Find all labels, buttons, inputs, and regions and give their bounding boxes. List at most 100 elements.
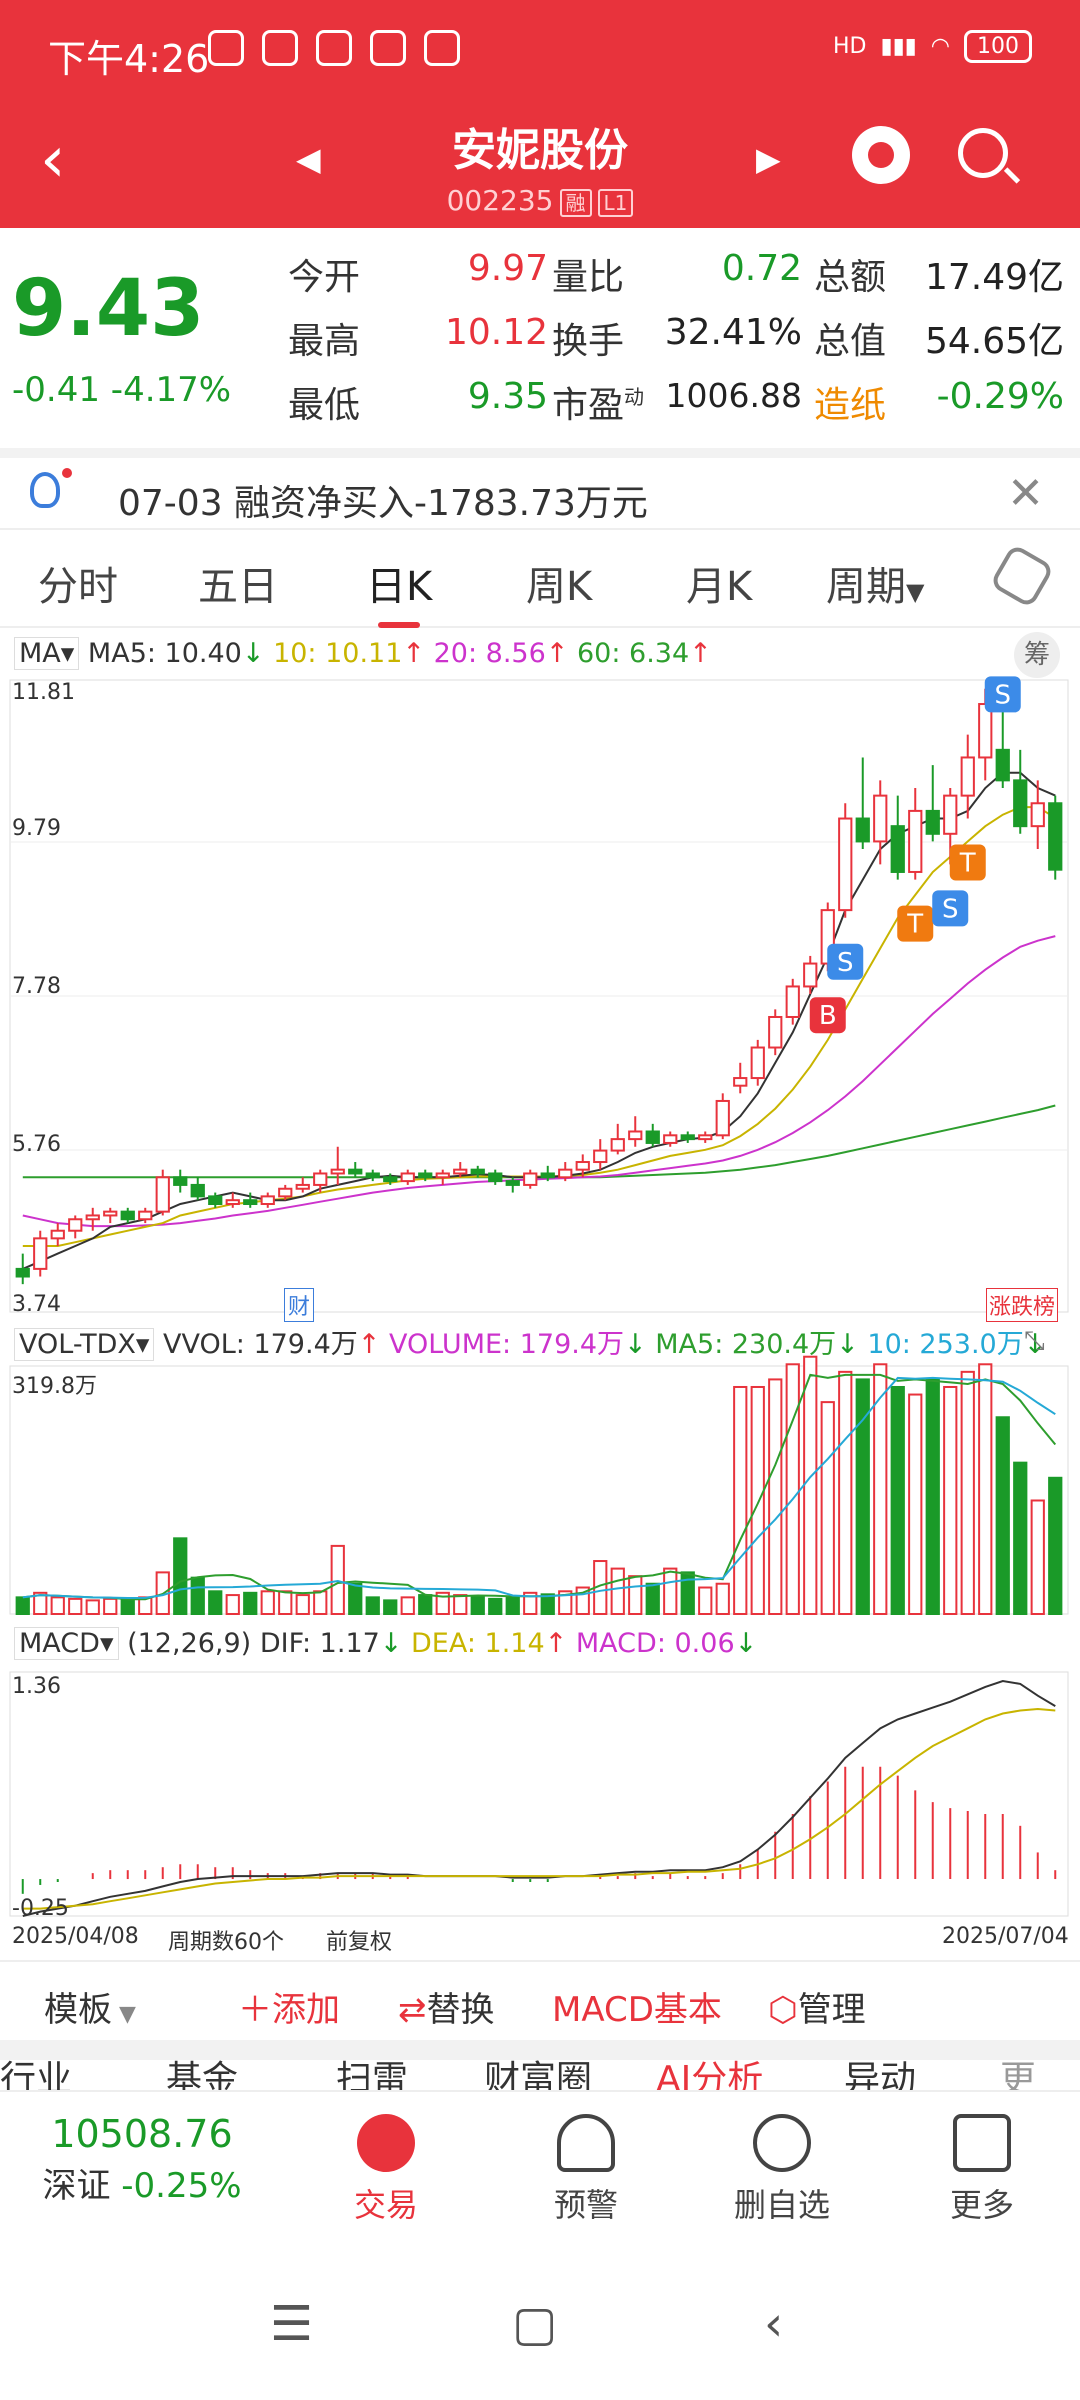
volume-bar	[523, 1591, 538, 1616]
remove-watchlist-button[interactable]: 删自选	[712, 2114, 852, 2226]
volume-bar	[208, 1590, 223, 1616]
ma60-arrow-icon: ↑	[689, 638, 712, 669]
volume-bar	[50, 1596, 65, 1616]
trade-icon	[357, 2114, 415, 2172]
candle-body	[943, 794, 958, 835]
assistant-icon[interactable]	[852, 126, 910, 184]
volume-bar	[488, 1597, 503, 1615]
subtab-movement[interactable]: 异动	[844, 2060, 917, 2090]
tab-period[interactable]: 周期▼	[826, 554, 924, 612]
tab-weekly-k[interactable]: 周K	[526, 564, 593, 610]
volume-bar	[1013, 1461, 1028, 1615]
expand-icon[interactable]: ⤡	[1024, 1326, 1045, 1356]
manage-label: 管理	[797, 1990, 866, 2030]
candle-body	[488, 1172, 503, 1183]
trade-button[interactable]: 交易	[316, 2114, 456, 2226]
tab-five-day[interactable]: 五日	[198, 564, 278, 610]
stock-name: 安妮股份	[452, 125, 628, 176]
volume-bar	[943, 1385, 958, 1615]
subtab-fund[interactable]: 基金	[166, 2060, 239, 2090]
price-axis-4: 5.76	[12, 1132, 61, 1157]
tab-monthly-k[interactable]: 月K	[686, 564, 753, 610]
signal-badge	[984, 676, 1021, 713]
candle-body	[120, 1210, 135, 1221]
manage-button[interactable]: ⬡管理	[768, 1982, 866, 2031]
volume-bar	[610, 1567, 625, 1615]
search-icon[interactable]	[958, 128, 1008, 178]
ranking-mark[interactable]: 涨跌榜	[986, 1288, 1059, 1322]
candle-body	[628, 1130, 643, 1141]
volume-bar	[715, 1582, 730, 1615]
macd-indicator-select[interactable]: MACD▾	[14, 1627, 119, 1660]
candle-body	[698, 1134, 713, 1141]
ma-indicator-select[interactable]: MA▾	[14, 637, 80, 670]
candle-body	[15, 1267, 30, 1278]
candle-body	[348, 1168, 363, 1175]
candle-body	[1013, 779, 1028, 828]
volume-bar	[1030, 1499, 1045, 1616]
more-button[interactable]: 更多	[912, 2114, 1052, 2226]
tab-daily-k[interactable]: 日K	[366, 554, 432, 628]
vol-indicator-select[interactable]: VOL-TDX▾	[14, 1328, 155, 1361]
volume-panel-frame	[9, 1365, 1069, 1615]
finance-mark[interactable]: 财	[284, 1288, 315, 1322]
note-icon	[424, 30, 460, 66]
prev-stock-icon[interactable]: ◀	[296, 140, 321, 178]
price-axis-min: 3.74	[12, 1292, 61, 1317]
back-icon[interactable]: ‹	[40, 123, 66, 197]
volume-bar	[558, 1590, 573, 1616]
subtab-more[interactable]: 更	[1000, 2060, 1037, 2090]
dea-line	[22, 1707, 1056, 1910]
pe-label: 市盈动	[552, 376, 644, 428]
alert-button[interactable]: 预警	[516, 2114, 656, 2226]
subtab-community[interactable]: 财富圈	[484, 2060, 593, 2090]
tab-intraday[interactable]: 分时	[38, 564, 118, 610]
candle-body	[838, 817, 853, 912]
subtab-industry[interactable]: 行业	[0, 2060, 73, 2090]
pe-dynamic-sup: 动	[624, 385, 645, 409]
macd-params: (12,26,9)	[127, 1628, 252, 1659]
signal-label: T	[906, 910, 923, 940]
replace-button[interactable]: ⇄替换	[398, 1982, 495, 2031]
volume-bar	[995, 1416, 1010, 1615]
price-change: -0.41 -4.17%	[12, 370, 231, 410]
volume-bar	[663, 1567, 678, 1615]
volume-bar	[820, 1401, 835, 1615]
back-nav-icon[interactable]: ‹	[764, 2296, 784, 2352]
candle-body	[400, 1172, 415, 1183]
market-cap-label: 总值	[814, 321, 887, 362]
bell-icon	[557, 2114, 615, 2172]
candle-body	[558, 1168, 573, 1179]
subtab-ai-analysis[interactable]: AI分析	[656, 2060, 764, 2090]
settings-icon[interactable]	[989, 543, 1055, 609]
industry-label[interactable]: 造纸	[814, 385, 887, 426]
candle-body	[575, 1161, 590, 1171]
candle-body	[995, 748, 1010, 782]
home-icon[interactable]: ▢	[512, 2296, 558, 2352]
candle-body	[663, 1134, 678, 1144]
candle-body	[523, 1172, 538, 1186]
add-button[interactable]: ＋添加	[238, 1982, 340, 2031]
candle-body	[435, 1172, 450, 1179]
chip-button[interactable]: 筹	[1014, 632, 1060, 678]
next-stock-icon[interactable]: ▶	[756, 140, 781, 178]
candle-body	[768, 1015, 783, 1049]
index-ticker[interactable]: 10508.76 深证 -0.25%	[32, 2112, 252, 2207]
signal-label: S	[994, 680, 1011, 710]
news-text[interactable]: 07-03 融资净买入-1783.73万元	[118, 483, 648, 524]
news-bar[interactable]: 07-03 融资净买入-1783.73万元 ✕	[0, 448, 1080, 528]
candle-body	[680, 1134, 695, 1141]
date-end: 2025/07/04	[942, 1924, 1069, 1949]
candle-body	[960, 756, 975, 797]
signal-badge	[949, 844, 986, 881]
close-icon[interactable]: ✕	[1007, 468, 1044, 519]
template-button[interactable]: 模板 ▼	[44, 1982, 136, 2031]
level-tag: L1	[597, 189, 634, 217]
macd-basic-button[interactable]: MACD基本	[552, 1990, 722, 2030]
open-value: 9.97	[467, 248, 548, 289]
menu-icon[interactable]: ☰	[270, 2296, 314, 2352]
candle-body	[418, 1172, 433, 1179]
volume-bar	[348, 1582, 363, 1615]
subtab-risk[interactable]: 扫雷	[336, 2060, 409, 2090]
